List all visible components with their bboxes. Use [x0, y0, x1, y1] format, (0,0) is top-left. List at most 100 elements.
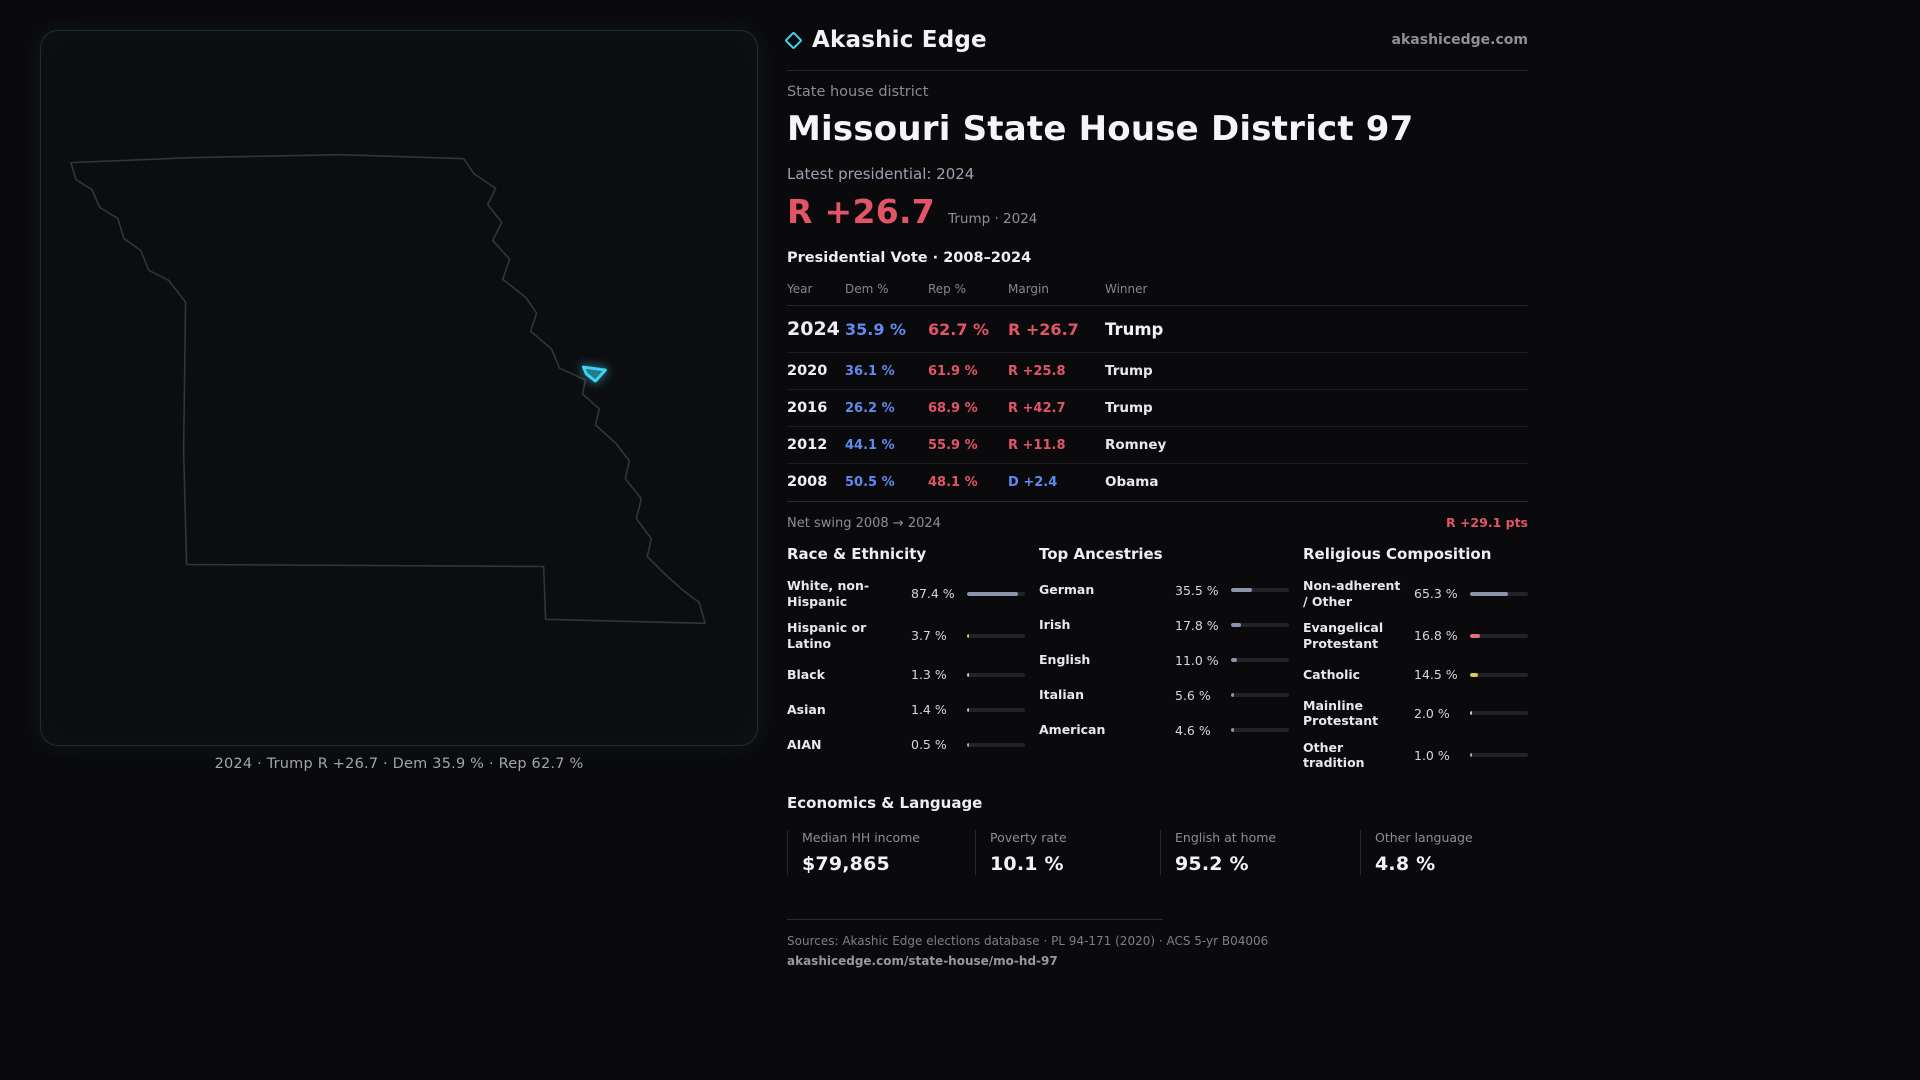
col-year: Year: [787, 282, 813, 296]
demo-bar-fill: [1231, 658, 1238, 662]
demo-bar-track: [1470, 672, 1528, 677]
demo-value: 1.3 %: [911, 667, 947, 682]
vote-year: 2020: [787, 363, 828, 379]
list-item: Asian 1.4 %: [787, 698, 1025, 722]
vote-dem-pct: 26.2 %: [845, 401, 895, 416]
religion-title: Religious Composition: [1303, 545, 1492, 563]
diamond-logo-icon: [784, 30, 803, 50]
demo-value: 4.6 %: [1175, 722, 1211, 738]
vote-winner: Romney: [1105, 437, 1167, 453]
list-item: AIAN 0.5 %: [787, 733, 1025, 757]
sources-text: Sources: Akashic Edge elections database…: [787, 934, 1269, 948]
demo-bar-track: [967, 742, 1025, 747]
vote-winner: Obama: [1105, 474, 1159, 490]
demo-bar-fill: [1470, 633, 1480, 638]
vote-margin: R +26.7: [1008, 320, 1079, 339]
vote-rep-pct: 55.9 %: [928, 438, 978, 453]
list-item: Other tradition 1.0 %: [1303, 740, 1528, 771]
stat-value: 95.2 %: [1175, 853, 1249, 875]
vote-dem-pct: 35.9 %: [845, 320, 907, 339]
vote-table-title: Presidential Vote · 2008–2024: [787, 250, 1032, 266]
vote-table: Year Dem % Rep % Margin Winner 2024 35.9…: [787, 274, 1528, 531]
district-97-marker[interactable]: [581, 365, 607, 383]
demo-value: 3.7 %: [911, 628, 947, 644]
list-item: German 35.5 %: [1039, 578, 1289, 602]
vote-margin: R +25.8: [1008, 364, 1066, 379]
demo-bar-track: [1470, 591, 1528, 596]
report-header: Akashic Edge akashicedge.com: [784, 0, 1528, 71]
vote-winner: Trump: [1105, 363, 1153, 379]
stat-other-language: Other language 4.8 %: [1360, 830, 1528, 875]
net-swing-value: R +29.1 pts: [1445, 515, 1528, 530]
demo-bar-fill: [1231, 623, 1242, 627]
stat-median-income: Median HH income $79,865: [787, 830, 975, 875]
demo-bar-fill: [1470, 591, 1508, 596]
demo-label: English: [1039, 652, 1091, 668]
demo-bar-track: [1231, 693, 1289, 697]
demo-bar-track: [967, 591, 1025, 596]
demo-label: Catholic: [1303, 666, 1361, 682]
demo-label: German: [1039, 582, 1095, 598]
table-row: 2012 44.1 % 55.9 % R +11.8 Romney: [787, 426, 1528, 463]
missouri-map: [70, 153, 706, 625]
list-item: Evangelical Protestant 16.8 %: [1303, 620, 1528, 651]
state-map-panel: [40, 30, 758, 746]
race-ethnicity-title: Race & Ethnicity: [787, 545, 927, 563]
col-dem: Dem %: [845, 282, 889, 296]
demo-bar-track: [967, 672, 1025, 677]
stat-english-at-home: English at home 95.2 %: [1160, 830, 1360, 875]
district-report: Akashic Edge akashicedge.com State house…: [784, 0, 1528, 968]
brand-name: Akashic Edge: [812, 27, 987, 53]
ancestries-title: Top Ancestries: [1039, 545, 1163, 563]
footer-divider: [787, 919, 1163, 920]
table-row: 2024 35.9 % 62.7 % R +26.7 Trump: [787, 306, 1528, 352]
demo-label: Asian: [787, 701, 826, 717]
demo-label: Black: [787, 666, 825, 682]
demo-value: 1.0 %: [1414, 747, 1450, 763]
headline-margin-sub: Trump · 2024: [948, 211, 1038, 227]
religion-panel: Religious Composition Non-adherent / Oth…: [1303, 545, 1528, 782]
demo-bar-track: [967, 633, 1025, 638]
demo-bar-track: [1470, 711, 1528, 716]
demo-bar-track: [1470, 633, 1528, 638]
vote-rep-pct: 61.9 %: [928, 364, 978, 379]
demo-label: Mainline Protestant: [1303, 697, 1379, 729]
net-swing-label: Net swing 2008 → 2024: [787, 516, 941, 531]
table-row: 2020 36.1 % 61.9 % R +25.8 Trump: [787, 352, 1528, 389]
demo-label: Hispanic or Latino: [787, 620, 867, 651]
vote-year: 2016: [787, 400, 828, 416]
vote-winner: Trump: [1105, 320, 1164, 339]
stat-value: 10.1 %: [990, 853, 1064, 875]
demo-label: White, non-Hispanic: [787, 578, 870, 609]
demo-bar-fill: [967, 591, 1018, 596]
stat-label: Median HH income: [802, 830, 920, 845]
headline-margin-value: R +26.7: [787, 192, 936, 231]
demo-label: AIAN: [787, 736, 822, 752]
vote-dem-pct: 44.1 %: [845, 438, 895, 453]
demo-bar-track: [1231, 623, 1289, 627]
col-margin: Margin: [1008, 282, 1049, 296]
demo-value: 1.4 %: [911, 702, 947, 717]
demo-value: 11.0 %: [1175, 652, 1219, 668]
demo-label: Other tradition: [1303, 739, 1365, 771]
demo-value: 35.5 %: [1175, 582, 1219, 598]
col-winner: Winner: [1105, 282, 1148, 296]
list-item: Irish 17.8 %: [1039, 613, 1289, 637]
brand: Akashic Edge: [784, 27, 987, 53]
demo-bar-fill: [967, 633, 970, 638]
net-swing-row: Net swing 2008 → 2024 R +29.1 pts: [787, 501, 1528, 531]
vote-dem-pct: 36.1 %: [845, 364, 895, 379]
stat-value: $79,865: [802, 853, 890, 875]
vote-rep-pct: 48.1 %: [928, 475, 978, 490]
demo-bar-fill: [1231, 588, 1252, 592]
vote-year: 2008: [787, 474, 828, 490]
map-caption: 2024 · Trump R +26.7 · Dem 35.9 % · Rep …: [214, 756, 584, 772]
stat-label: Poverty rate: [990, 830, 1067, 845]
permalink[interactable]: akashicedge.com/state-house/mo-hd-97: [787, 954, 1058, 968]
demo-bar-track: [1470, 753, 1528, 758]
demo-bar-fill: [967, 672, 969, 677]
brand-site-link[interactable]: akashicedge.com: [1391, 32, 1528, 48]
vote-dem-pct: 50.5 %: [845, 475, 895, 490]
race-ethnicity-panel: Race & Ethnicity White, non-Hispanic 87.…: [787, 545, 1025, 782]
